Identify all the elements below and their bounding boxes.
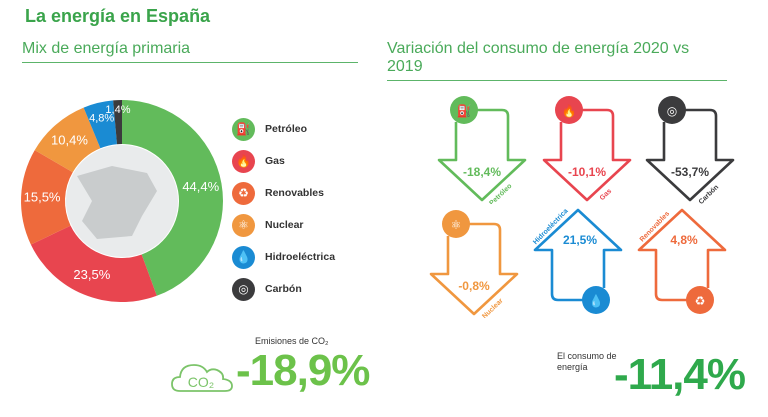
variation-value: -53,7% [671, 165, 709, 179]
slice-label: 15,5% [24, 190, 61, 205]
legend-label: Renovables [265, 187, 324, 199]
coal-icon: ◎ [232, 277, 255, 301]
arrow-petróleo: ⛽ -18,4% Petróleo [437, 96, 527, 204]
flame-icon [555, 96, 583, 124]
arrow-down-icon [645, 108, 735, 202]
flame-icon: 🔥 [232, 149, 255, 173]
variation-title: Variación del consumo de energía 2020 vs… [387, 40, 727, 81]
donut-slice-gas [30, 225, 157, 302]
icon-glyph: ⚛ [451, 218, 462, 232]
oil-derrick-icon [450, 96, 478, 124]
variation-label: Carbón [698, 184, 720, 204]
consumption-label: El consumo de energía [557, 351, 617, 372]
arrow-down-icon [437, 108, 527, 202]
icon-glyph: ◎ [667, 104, 677, 118]
variation-value: 21,5% [563, 233, 597, 247]
donut-chart: 44,4% 23,5% 15,5% 10,4%4,8%1,4% [20, 100, 223, 302]
variation-value: 4,8% [670, 233, 698, 247]
legend-label: Gas [265, 155, 285, 167]
legend-item: 💧 Hidroeléctrica [232, 241, 335, 273]
variation-label: Gas [599, 188, 613, 202]
arrow-down-icon [429, 222, 519, 316]
legend-item: ⚛ Nuclear [232, 209, 335, 241]
donut-slice-renovables [20, 150, 73, 245]
donut-slice-hidroeléctrica [83, 100, 117, 149]
co2-text: CO₂ [188, 374, 214, 390]
icon-glyph: 💧 [589, 294, 604, 308]
arrow-down-icon [542, 108, 632, 202]
arrow-renovables: ♻ 4,8%Renovables [637, 208, 727, 314]
legend-label: Nuclear [265, 219, 304, 231]
variation-value: -18,4% [463, 165, 501, 179]
icon-glyph: 🔥 [562, 104, 577, 118]
variation-label: Renovables [639, 210, 671, 243]
variation-label: Nuclear [481, 297, 505, 318]
donut-slice-nuclear [34, 107, 101, 173]
page-title: La energía en España [25, 6, 211, 26]
atom-icon: ⚛ [232, 213, 255, 237]
mix-title: Mix de energía primaria [22, 40, 358, 63]
slice-label: 10,4% [51, 133, 88, 148]
arrow-up-icon [533, 208, 623, 302]
arrow-up-icon [637, 208, 727, 302]
slice-label: 44,4% [182, 179, 219, 194]
variation-value: -0,8% [458, 279, 490, 293]
spain-map-icon [77, 166, 157, 239]
atom-icon [442, 210, 470, 238]
slice-label: 1,4% [105, 104, 130, 116]
emissions-label: Emisiones de CO₂ [255, 336, 329, 346]
legend-label: Hidroeléctrica [265, 251, 336, 263]
consumption-value: -11,4% [614, 350, 746, 399]
co2-cloud-icon: CO₂ [171, 364, 233, 392]
variation-label: Petróleo [488, 183, 513, 204]
emissions-value: -18,9% [236, 346, 370, 395]
legend: ⛽ Petróleo 🔥 Gas ♻ Renovables ⚛ Nuclear 💧 Hidroel… [232, 113, 335, 305]
icon-glyph: ⛽ [457, 104, 472, 118]
arrow-carbón: ◎ -53,7% Carbón [645, 96, 735, 204]
arrow-nuclear: ⚛ -0,8% Nuclear [429, 210, 519, 318]
arrow-hidroeléctrica: 💧21,5%Hidroeléctrica [532, 208, 623, 314]
legend-label: Carbón [265, 283, 302, 295]
variation-value: -10,1% [568, 165, 606, 179]
renewable-icon [686, 286, 714, 314]
slice-label: 23,5% [73, 267, 110, 282]
renewable-icon: ♻ [232, 181, 255, 205]
donut-slice-petróleo [122, 100, 223, 296]
legend-item: ♻ Renovables [232, 177, 335, 209]
legend-item: 🔥 Gas [232, 145, 335, 177]
oil-derrick-icon: ⛽ [232, 117, 255, 141]
legend-label: Petróleo [265, 123, 308, 135]
arrow-gas: 🔥 -10,1% Gas [542, 96, 632, 202]
icon-glyph: ♻ [695, 294, 706, 308]
donut-slice-carbón [113, 100, 122, 145]
coal-icon [658, 96, 686, 124]
water-drop-icon: 💧 [232, 245, 255, 269]
water-drop-icon [582, 286, 610, 314]
legend-item: ⛽ Petróleo [232, 113, 335, 145]
legend-item: ◎ Carbón [232, 273, 335, 305]
slice-label: 4,8% [89, 112, 114, 124]
